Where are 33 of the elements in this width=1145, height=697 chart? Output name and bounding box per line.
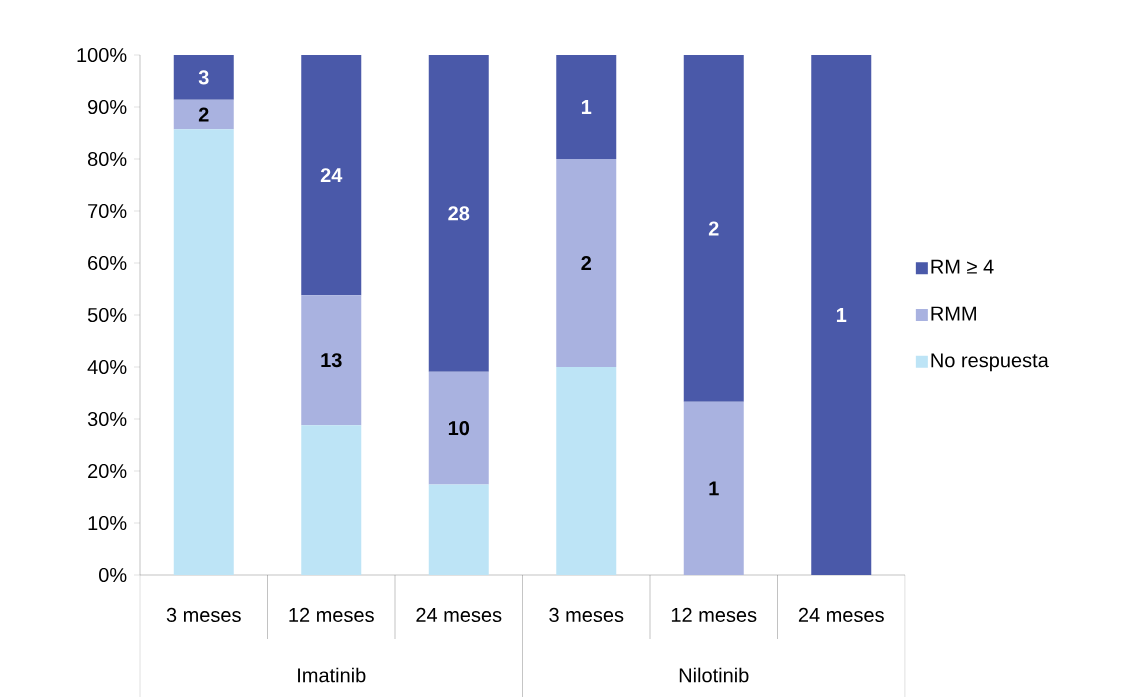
x-tick-label: 24 meses xyxy=(798,607,884,623)
x-tick-label: 12 meses xyxy=(671,607,757,623)
y-tick-label: 10% xyxy=(88,515,127,531)
y-tick-label: 20% xyxy=(88,463,127,479)
y-tick-label: 70% xyxy=(88,203,127,219)
y-tick-label: 80% xyxy=(87,151,127,167)
y-tick-label: 90% xyxy=(88,99,127,115)
y-tick-label: 100% xyxy=(77,47,127,63)
y-tick-label: 50% xyxy=(87,307,127,323)
annotation: 3 xyxy=(198,70,209,85)
x-tick-label: 12 meses xyxy=(289,607,374,623)
annotation: 2 xyxy=(581,256,592,270)
legend-label: No respuesta xyxy=(931,353,1049,372)
annotation: 10 xyxy=(448,421,470,436)
annotation: 13 xyxy=(321,353,342,368)
y-tick-label: 60% xyxy=(88,255,127,271)
annotation: 1 xyxy=(709,481,719,496)
annotation: 28 xyxy=(448,206,470,221)
y-tick-label: 30% xyxy=(87,411,127,427)
legend-label: RM ≥ 4 xyxy=(931,259,994,274)
annotation: 1 xyxy=(581,100,592,114)
annotation: 1 xyxy=(836,308,847,322)
text: Imatinib xyxy=(298,667,366,683)
annotation: 2 xyxy=(708,221,719,236)
y-tick-label: 0% xyxy=(99,567,127,583)
y-tick-label: 40% xyxy=(87,359,127,375)
legend-label: RMM xyxy=(931,306,976,321)
x-tick-label: 3 meses xyxy=(549,607,624,623)
x-tick-label: 24 meses xyxy=(416,607,502,623)
annotation: 2 xyxy=(198,107,209,122)
x-tick-label: 3 meses xyxy=(166,607,241,623)
text: Nilotinib xyxy=(679,667,749,683)
annotation: 24 xyxy=(320,168,343,183)
